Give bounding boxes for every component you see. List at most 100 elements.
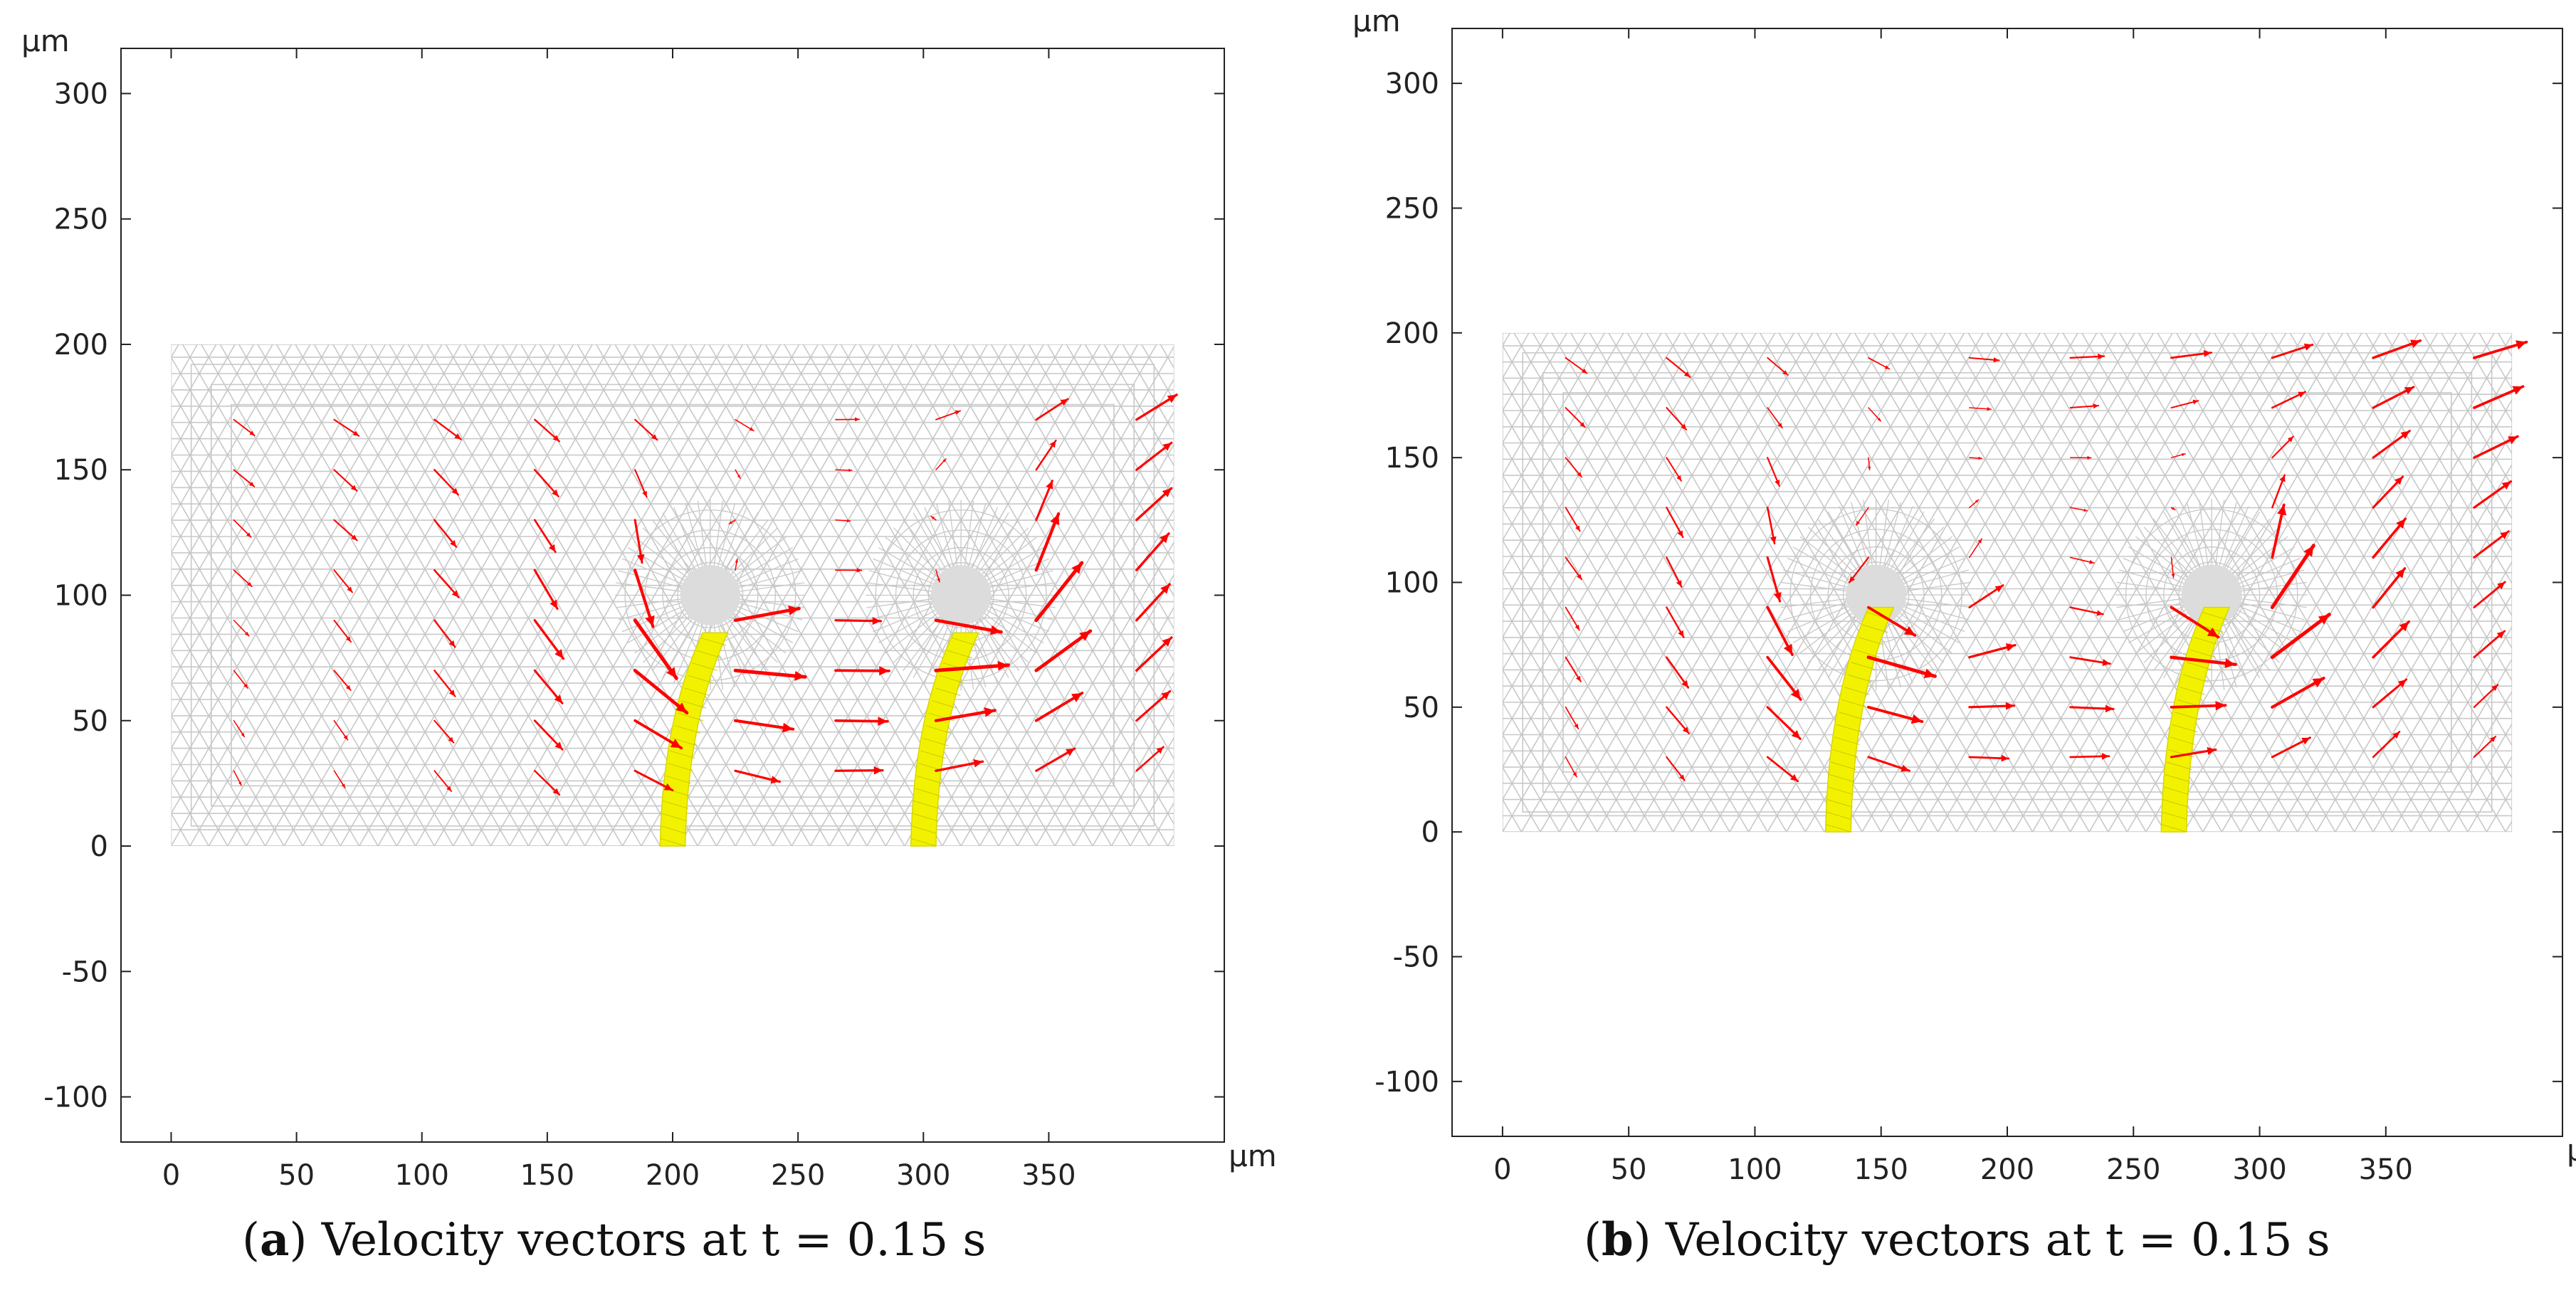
velocity-arrow [1867,606,1917,637]
x-tick-label: 350 [1021,1159,1076,1192]
velocity-arrow [233,569,253,588]
velocity-arrow [2473,581,2506,608]
caption-b: (b) Velocity vectors at t = 0.15 s [1584,1213,2330,1267]
x-tick-label: 250 [2106,1153,2160,1186]
velocity-arrow [1565,356,1588,374]
velocity-arrow [935,410,962,421]
velocity-arrow [433,519,458,548]
x-tick-label: 200 [646,1159,700,1192]
velocity-arrow [1766,655,1802,701]
mesh-boundary [1542,372,2473,793]
velocity-arrow [533,569,559,611]
velocity-arrow [835,468,853,472]
velocity-arrow [1866,655,1937,679]
velocity-arrow [533,519,557,554]
caption-b-open: ( [1584,1214,1602,1267]
y-tick-label: 100 [54,580,108,613]
velocity-arrow [333,569,353,593]
velocity-arrow [2473,480,2513,509]
velocity-arrow [728,519,736,525]
y-tick-label: 0 [1421,816,1439,849]
velocity-arrow [1565,656,1582,682]
y-tick-label: 100 [1385,567,1439,600]
velocity-arrow [333,519,358,541]
y-tick-label: 50 [1403,692,1439,724]
velocity-arrow [930,515,937,521]
velocity-arrow [1135,689,1172,722]
caption-a-open: ( [242,1214,260,1267]
velocity-arrow [1968,702,2016,710]
velocity-arrow [233,519,252,538]
y-tick-label: 300 [54,78,108,110]
velocity-arrow [633,668,689,715]
velocity-arrow [634,569,655,628]
velocity-arrow [233,469,256,487]
mesh-boundary [1522,352,2493,813]
velocity-arrow [333,469,358,492]
caption-a-label: a [259,1213,290,1267]
velocity-arrow [1034,692,1084,722]
velocity-arrow [634,418,658,441]
velocity-arrow [834,666,890,676]
velocity-arrow [1868,357,1891,370]
y-tick-label: -50 [62,956,108,988]
velocity-arrow [1766,706,1802,740]
velocity-arrow [233,670,248,689]
y-tick-label: 250 [54,204,108,236]
velocity-arrow [834,616,883,625]
panel-a-plot: 0 50 100 150 200 250 300 350 -100 -50 0 50 100 150 200… [21,23,1277,1192]
x-tick-label: 150 [1854,1153,1908,1186]
velocity-arrow [2170,655,2237,669]
velocity-arrow [1565,756,1577,778]
velocity-arrow [1969,538,1982,559]
x-tick-label: 100 [1728,1153,1782,1186]
velocity-arrow [1968,754,2010,762]
fiber-1 [1824,606,1895,833]
velocity-arrow [2372,517,2407,559]
velocity-arrow [533,619,565,660]
velocity-arrow [633,618,678,680]
y-tick-label: 250 [1385,192,1439,225]
velocity-arrow [735,418,755,432]
fiber-1 [659,632,729,847]
velocity-arrow [1666,406,1688,430]
velocity-arrow [1766,556,1782,603]
vortex-core [680,565,741,625]
velocity-arrow [834,766,884,775]
velocity-arrow [835,568,863,573]
mesh-boundary [1562,392,2452,773]
velocity-arrow [1969,499,1980,509]
caption-a: (a) Velocity vectors at t = 0.15 s [242,1213,986,1267]
velocity-arrow [2473,435,2519,459]
velocity-arrow [2271,503,2287,559]
y-tick-label: 150 [1385,442,1439,475]
velocity-arrow [2372,475,2404,509]
velocity-arrow [2473,684,2499,708]
velocity-arrow [2170,700,2227,711]
y-tick-label: 0 [90,830,108,863]
velocity-arrow [835,519,851,523]
velocity-arrow [1135,636,1173,672]
velocity-arrow [2170,746,2217,759]
velocity-arrow [1968,356,2000,363]
x-tick-label: 350 [2359,1153,2413,1186]
velocity-arrow [1565,407,1586,428]
velocity-arrow [2372,731,2401,759]
velocity-arrow [1766,507,1777,545]
velocity-arrow [2372,567,2407,609]
velocity-arrow [2069,606,2104,616]
velocity-arrow [1565,556,1582,581]
velocity-arrow [1968,584,2004,608]
mesh [171,344,1174,847]
velocity-arrow [1848,556,1870,583]
velocity-arrow [2271,435,2294,459]
refined-mesh-1 [1779,499,1972,691]
velocity-arrow [2473,385,2525,409]
velocity-arrow [1969,407,1992,411]
x-unit-label: μm [2567,1133,2576,1168]
velocity-arrow [433,719,455,744]
velocity-arrow [2473,340,2528,359]
velocity-arrow [1666,656,1690,689]
velocity-arrow [1666,556,1683,588]
